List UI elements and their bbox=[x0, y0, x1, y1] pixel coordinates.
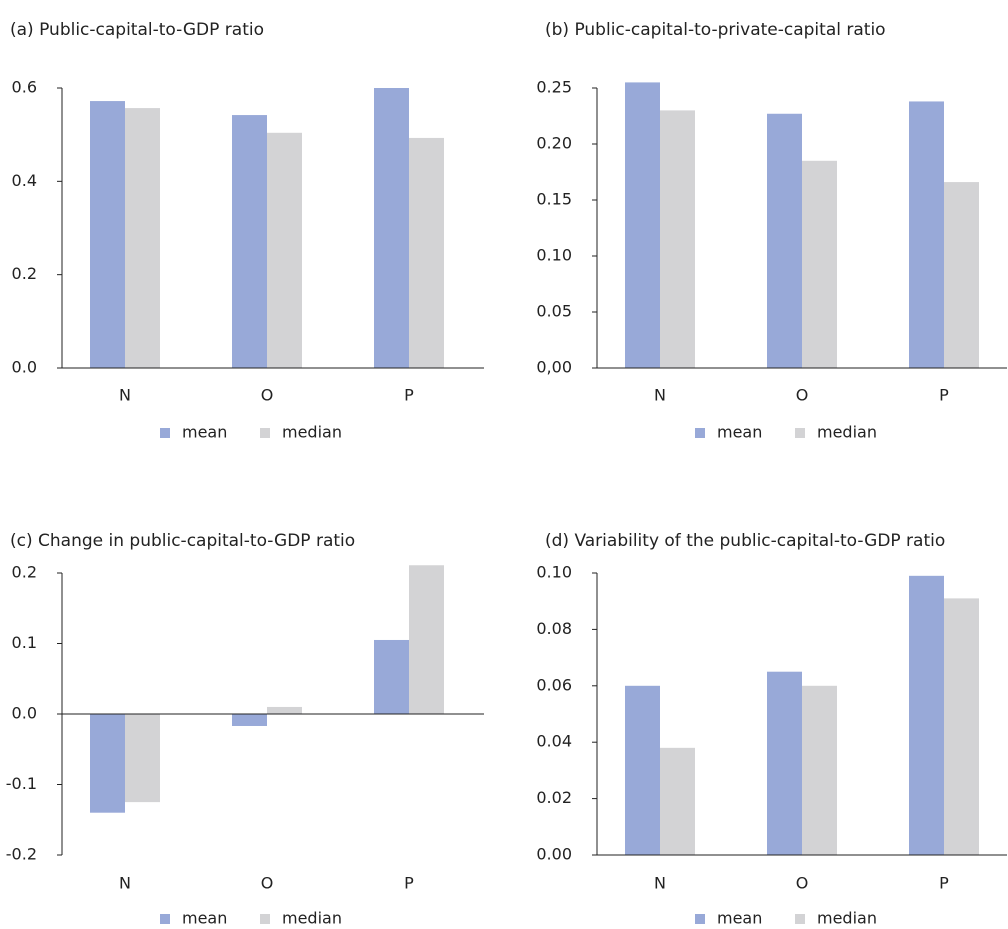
bar bbox=[625, 82, 660, 369]
legend-label: mean bbox=[717, 423, 762, 442]
y-tick-label: 0.10 bbox=[536, 246, 572, 265]
y-tick-label: 0.0 bbox=[12, 358, 37, 377]
x-tick-label: N bbox=[654, 874, 666, 893]
legend-swatch bbox=[260, 428, 270, 438]
bar bbox=[802, 160, 837, 368]
x-tick-label: P bbox=[404, 386, 414, 405]
bar bbox=[660, 747, 695, 855]
y-tick-label: -0.2 bbox=[6, 845, 37, 864]
y-tick-label: 0.10 bbox=[536, 563, 572, 582]
legend-swatch bbox=[160, 914, 170, 924]
bar bbox=[625, 685, 660, 855]
y-tick-label: 0.0 bbox=[12, 704, 37, 723]
chart-title: (b) Public-capital-to-private-capital ra… bbox=[545, 20, 886, 40]
bar bbox=[767, 113, 802, 368]
bar bbox=[125, 714, 160, 803]
bar bbox=[409, 137, 444, 368]
legend-label: median bbox=[817, 423, 877, 442]
bar bbox=[232, 115, 267, 368]
bar bbox=[90, 714, 125, 813]
legend-label: mean bbox=[182, 909, 227, 928]
y-tick-label: 0,00 bbox=[536, 358, 572, 377]
y-tick-label: 0.1 bbox=[12, 633, 37, 652]
y-tick-label: 0.2 bbox=[12, 264, 37, 283]
bar bbox=[409, 565, 444, 714]
legend-swatch bbox=[160, 428, 170, 438]
legend-label: mean bbox=[717, 909, 762, 928]
chart-title: (a) Public-capital-to-GDP ratio bbox=[10, 20, 264, 40]
bar bbox=[909, 101, 944, 368]
bar bbox=[944, 182, 979, 368]
bar bbox=[660, 110, 695, 369]
bar bbox=[374, 88, 409, 368]
y-tick-label: 0.05 bbox=[536, 302, 572, 321]
chart-title: (c) Change in public-capital-to-GDP rati… bbox=[10, 531, 355, 551]
legend-swatch bbox=[695, 914, 705, 924]
bar bbox=[944, 598, 979, 855]
bar bbox=[767, 671, 802, 855]
bar bbox=[374, 639, 409, 714]
bar bbox=[802, 685, 837, 855]
x-tick-label: N bbox=[119, 874, 131, 893]
x-tick-label: N bbox=[654, 386, 666, 405]
y-tick-label: 0.2 bbox=[12, 563, 37, 582]
y-tick-label: 0.06 bbox=[536, 675, 572, 694]
x-tick-label: P bbox=[404, 874, 414, 893]
chart-title: (d) Variability of the public-capital-to… bbox=[545, 531, 945, 551]
legend-swatch bbox=[795, 428, 805, 438]
x-tick-label: O bbox=[261, 874, 274, 893]
y-tick-label: 0.04 bbox=[536, 732, 572, 751]
x-tick-label: N bbox=[119, 386, 131, 405]
y-tick-label: 0.25 bbox=[536, 78, 572, 97]
bar bbox=[909, 575, 944, 855]
bar bbox=[232, 714, 267, 726]
legend-label: median bbox=[282, 423, 342, 442]
legend-label: mean bbox=[182, 423, 227, 442]
y-tick-label: 0.08 bbox=[536, 619, 572, 638]
x-tick-label: O bbox=[261, 386, 274, 405]
x-tick-label: P bbox=[939, 874, 949, 893]
bar bbox=[267, 706, 302, 714]
y-tick-label: -0.1 bbox=[6, 774, 37, 793]
legend-swatch bbox=[695, 428, 705, 438]
legend-swatch bbox=[260, 914, 270, 924]
x-tick-label: P bbox=[939, 386, 949, 405]
y-tick-label: 0.02 bbox=[536, 788, 572, 807]
y-tick-label: 0.6 bbox=[12, 78, 37, 97]
y-tick-label: 0.00 bbox=[536, 845, 572, 864]
x-tick-label: O bbox=[796, 874, 809, 893]
y-tick-label: 0.20 bbox=[536, 134, 572, 153]
legend-label: median bbox=[282, 909, 342, 928]
bar bbox=[90, 101, 125, 369]
legend-label: median bbox=[817, 909, 877, 928]
bar bbox=[267, 132, 302, 368]
y-tick-label: 0.15 bbox=[536, 190, 572, 209]
legend-swatch bbox=[795, 914, 805, 924]
bar bbox=[125, 108, 160, 369]
x-tick-label: O bbox=[796, 386, 809, 405]
y-tick-label: 0.4 bbox=[12, 171, 37, 190]
